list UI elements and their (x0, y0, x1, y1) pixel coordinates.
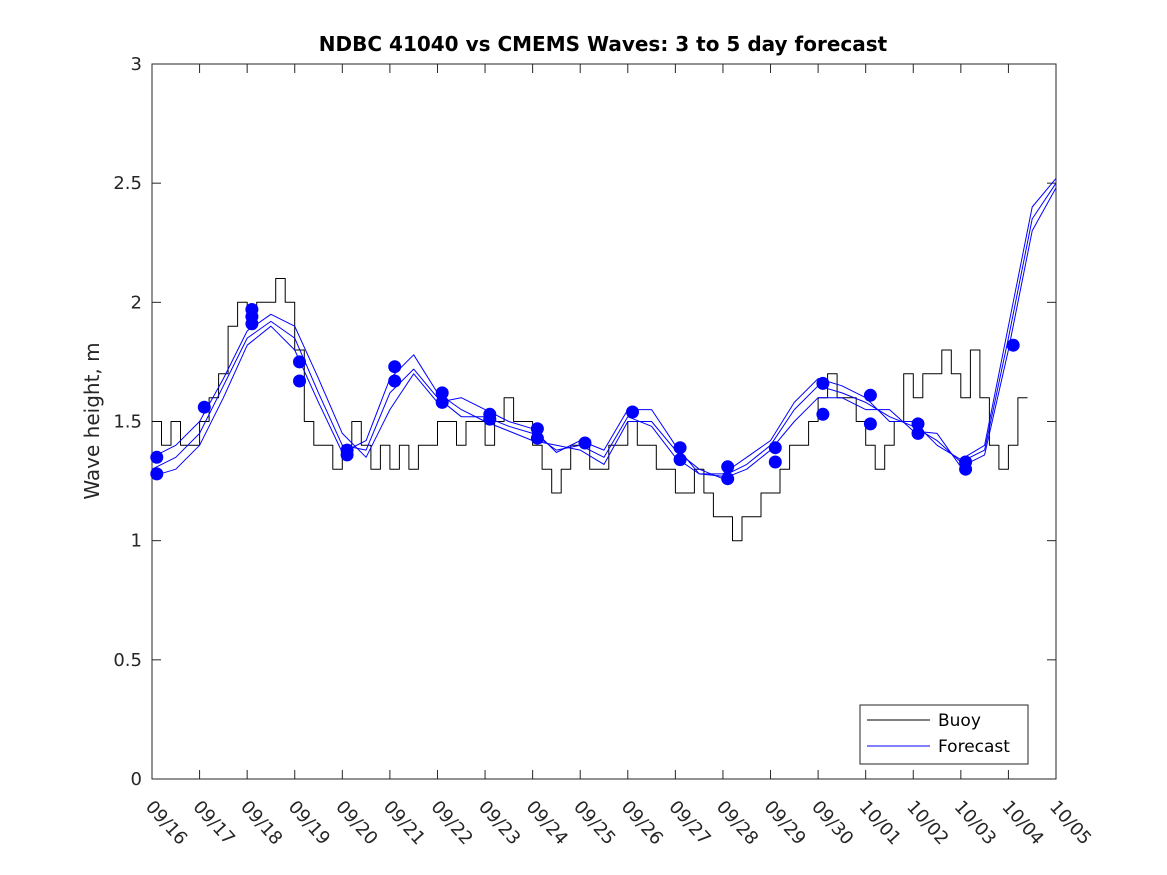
forecast-marker (530, 422, 544, 436)
x-tick-label: 09/26 (617, 797, 667, 850)
series-line-forecast-3 (151, 178, 1057, 475)
x-tick-label: 10/04 (997, 797, 1047, 850)
forecast-marker (673, 453, 687, 467)
legend-box (859, 704, 1029, 765)
x-tick-label: 09/21 (379, 797, 429, 850)
x-tick-label: 09/19 (284, 797, 334, 850)
forecast-marker (721, 472, 735, 486)
y-tick-label: 2.5 (113, 173, 142, 194)
x-tick-label: 09/22 (426, 797, 476, 850)
forecast-marker (388, 374, 402, 388)
x-tick-label: 09/16 (141, 797, 191, 850)
forecast-marker (1006, 338, 1020, 352)
marker-layer (150, 303, 1020, 486)
forecast-marker (816, 407, 830, 421)
y-tick-label: 1.5 (113, 412, 142, 433)
forecast-marker (340, 448, 354, 462)
forecast-marker (673, 441, 687, 455)
x-tick-label: 09/17 (189, 797, 239, 850)
x-tick-label: 10/03 (950, 797, 1000, 850)
y-tick-label: 2 (131, 292, 142, 313)
forecast-marker (197, 400, 211, 414)
legend-label-buoy: Buoy (938, 711, 981, 731)
x-tick-label: 09/20 (331, 797, 381, 850)
forecast-marker (863, 417, 877, 431)
forecast-marker (578, 436, 592, 450)
forecast-marker (863, 388, 877, 402)
x-tick-label: 09/29 (760, 797, 810, 850)
legend: Buoy Forecast (859, 704, 1029, 765)
forecast-marker (388, 360, 402, 374)
forecast-marker (483, 412, 497, 426)
forecast-marker (768, 455, 782, 469)
legend-label-forecast: Forecast (938, 737, 1010, 757)
forecast-marker (911, 426, 925, 440)
forecast-marker (435, 386, 449, 400)
forecast-marker (293, 374, 306, 388)
y-axis-label: Wave height, m (80, 342, 104, 499)
forecast-marker (530, 431, 544, 445)
forecast-marker (435, 395, 449, 409)
forecast-marker (150, 450, 164, 464)
forecast-marker (721, 460, 735, 474)
x-tick-label: 10/05 (1045, 797, 1095, 850)
forecast-marker (959, 462, 973, 476)
x-tick-label: 09/23 (474, 797, 524, 850)
forecast-marker (626, 405, 639, 419)
y-tick-label: 1 (131, 531, 142, 552)
forecast-marker (245, 317, 259, 331)
x-tick-label: 10/01 (855, 797, 905, 850)
x-tick-label: 09/18 (236, 797, 286, 850)
forecast-marker (768, 441, 782, 455)
forecast-marker (911, 417, 925, 431)
forecast-marker (816, 376, 830, 390)
x-tick-label: 10/02 (902, 797, 952, 850)
forecast-marker (293, 355, 306, 369)
x-tick-label: 09/24 (522, 797, 572, 850)
x-tick-label: 09/27 (664, 797, 714, 850)
y-tick-label: 0.5 (113, 650, 142, 671)
chart-title: NDBC 41040 vs CMEMS Waves: 3 to 5 day fo… (319, 32, 888, 56)
y-tick-label: 3 (131, 54, 142, 75)
x-tick-label: 09/25 (569, 797, 619, 850)
y-tick-label: 0 (131, 769, 142, 790)
x-tick-label: 09/30 (807, 797, 857, 850)
x-tick-label: 09/28 (712, 797, 762, 850)
forecast-marker (150, 467, 164, 481)
